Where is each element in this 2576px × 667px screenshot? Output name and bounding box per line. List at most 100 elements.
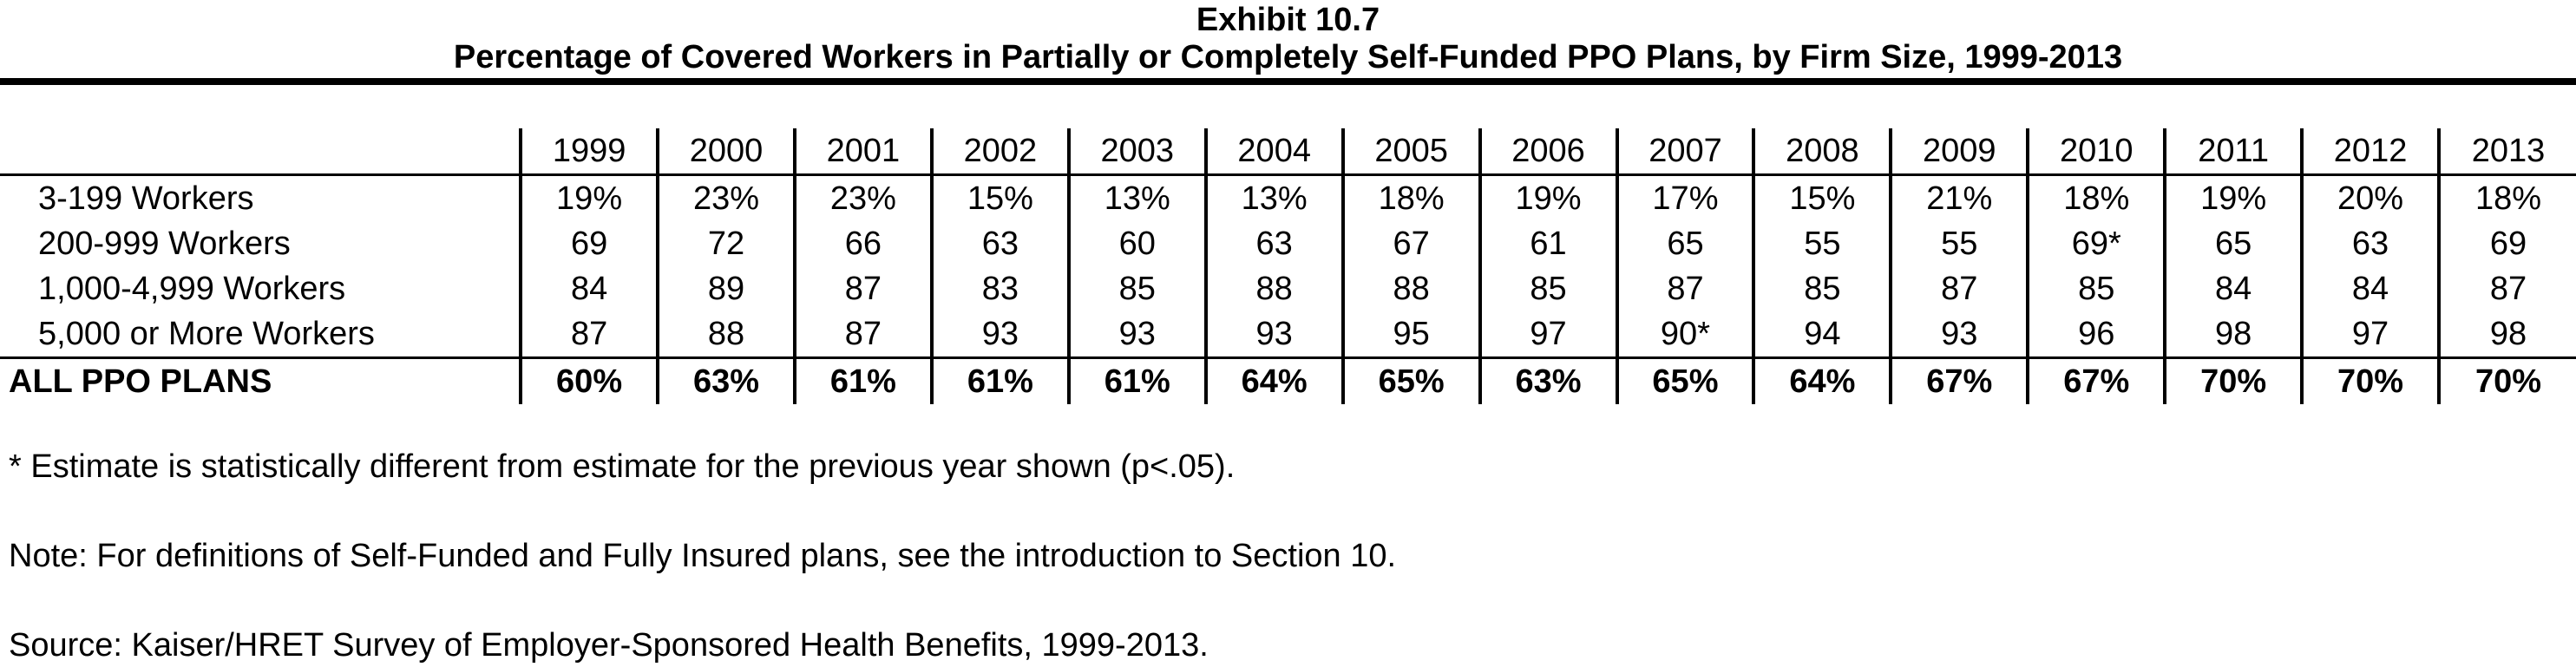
title-block: Exhibit 10.7 Percentage of Covered Worke… [0, 0, 2576, 76]
table-cell: 93 [1066, 311, 1206, 358]
table-cell: 88 [1203, 266, 1343, 311]
column-header-2002: 2002 [929, 128, 1069, 176]
total-row-label: ALL PPO PLANS [0, 356, 521, 404]
table-cell: 13% [1066, 174, 1206, 221]
table-cell: 87 [792, 266, 932, 311]
table-cell: 85 [1478, 266, 1617, 311]
table-cell: 63 [929, 221, 1069, 266]
total-cell: 63% [1478, 356, 1617, 404]
column-header-2010: 2010 [2026, 128, 2166, 176]
column-header-2005: 2005 [1340, 128, 1480, 176]
table-cell: 84 [2163, 266, 2303, 311]
table-cell: 67 [1340, 221, 1480, 266]
table-cell: 55 [1889, 221, 2029, 266]
table-cell: 87 [2437, 266, 2576, 311]
total-cell: 65% [1615, 356, 1754, 404]
total-cell: 61% [929, 356, 1069, 404]
table-cell: 97 [1478, 311, 1617, 358]
table-cell: 66 [792, 221, 932, 266]
table-row: 5,000 or More Workers 87 88 87 93 93 93 95 97 90*… [0, 311, 2576, 358]
source-note: Source: Kaiser/HRET Survey of Employer-S… [9, 627, 1209, 664]
total-cell: 60% [519, 356, 659, 404]
table-cell: 95 [1340, 311, 1480, 358]
total-cell: 64% [1752, 356, 1891, 404]
table-cell: 85 [1752, 266, 1891, 311]
total-row: ALL PPO PLANS 60% 63% 61% 61% 61% 64% 65% 63% 65%… [0, 356, 2576, 404]
table-cell: 65 [2163, 221, 2303, 266]
total-cell: 61% [1066, 356, 1206, 404]
table-cell: 88 [1340, 266, 1480, 311]
table-cell: 15% [1752, 174, 1891, 221]
column-header-2009: 2009 [1889, 128, 2029, 176]
table-cell: 97 [2300, 311, 2440, 358]
table-body: 3-199 Workers 19% 23% 23% 15% 13% 13% 18% 19% 17%… [0, 174, 2576, 404]
total-cell: 65% [1340, 356, 1480, 404]
exhibit-subtitle: Percentage of Covered Workers in Partial… [453, 39, 2123, 75]
significance-note: * Estimate is statistically different fr… [9, 448, 1236, 485]
table-cell: 83 [929, 266, 1069, 311]
row-label: 3-199 Workers [38, 180, 254, 217]
table-row: 1,000-4,999 Workers 84 89 87 83 85 88 88 85 87 85 8… [0, 266, 2576, 311]
exhibit-title: Exhibit 10.7 [1196, 2, 1380, 38]
table-cell: 87 [792, 311, 932, 358]
table-header-row: 1999 2000 2001 2002 2003 2004 2005 2006 2007 2008… [0, 128, 2576, 176]
column-header-2004: 2004 [1203, 128, 1343, 176]
column-header-2003: 2003 [1066, 128, 1206, 176]
table-cell: 84 [519, 266, 659, 311]
table-cell: 72 [656, 221, 795, 266]
table-cell: 18% [1340, 174, 1480, 221]
table-cell: 93 [1889, 311, 2029, 358]
table-cell: 65 [1615, 221, 1754, 266]
definitions-note: Note: For definitions of Self-Funded and… [9, 538, 1397, 574]
table-cell: 93 [1203, 311, 1343, 358]
table-cell: 17% [1615, 174, 1754, 221]
table-cell: 93 [929, 311, 1069, 358]
table-cell: 15% [929, 174, 1069, 221]
table-cell: 98 [2437, 311, 2576, 358]
column-header-2006: 2006 [1478, 128, 1617, 176]
total-cell: 67% [1889, 356, 2029, 404]
table-cell: 55 [1752, 221, 1891, 266]
table-cell: 89 [656, 266, 795, 311]
table-row: 200-999 Workers 69 72 66 63 60 63 67 61 65 55 55 69*… [0, 221, 2576, 266]
table-cell: 88 [656, 311, 795, 358]
column-header-2013: 2013 [2437, 128, 2576, 176]
column-header-2008: 2008 [1752, 128, 1891, 176]
table-cell: 18% [2026, 174, 2166, 221]
table-cell: 90* [1615, 311, 1754, 358]
table-cell: 69 [2437, 221, 2576, 266]
column-header-1999: 1999 [519, 128, 659, 176]
total-cell: 70% [2163, 356, 2303, 404]
table-cell: 87 [1615, 266, 1754, 311]
column-header-2012: 2012 [2300, 128, 2440, 176]
table-cell: 94 [1752, 311, 1891, 358]
table-cell: 23% [656, 174, 795, 221]
row-label: 1,000-4,999 Workers [38, 271, 346, 307]
total-cell: 70% [2437, 356, 2576, 404]
table-cell: 18% [2437, 174, 2576, 221]
table-row: 3-199 Workers 19% 23% 23% 15% 13% 13% 18% 19% 17%… [0, 174, 2576, 221]
row-label: 5,000 or More Workers [38, 316, 375, 352]
table-cell: 23% [792, 174, 932, 221]
table-cell: 69* [2026, 221, 2166, 266]
table-cell: 19% [1478, 174, 1617, 221]
table-cell: 85 [2026, 266, 2166, 311]
table-cell: 84 [2300, 266, 2440, 311]
header-corner [0, 128, 521, 176]
table-cell: 13% [1203, 174, 1343, 221]
table-cell: 21% [1889, 174, 2029, 221]
total-cell: 61% [792, 356, 932, 404]
total-cell: 70% [2300, 356, 2440, 404]
table-cell: 19% [2163, 174, 2303, 221]
table-cell: 63 [2300, 221, 2440, 266]
column-header-2001: 2001 [792, 128, 932, 176]
data-table: 1999 2000 2001 2002 2003 2004 2005 2006 2007 2008… [0, 128, 2576, 404]
table-cell: 19% [519, 174, 659, 221]
table-cell: 61 [1478, 221, 1617, 266]
total-cell: 63% [656, 356, 795, 404]
table-cell: 20% [2300, 174, 2440, 221]
table-cell: 85 [1066, 266, 1206, 311]
table-cell: 60 [1066, 221, 1206, 266]
column-header-2011: 2011 [2163, 128, 2303, 176]
row-label: 200-999 Workers [38, 226, 291, 262]
